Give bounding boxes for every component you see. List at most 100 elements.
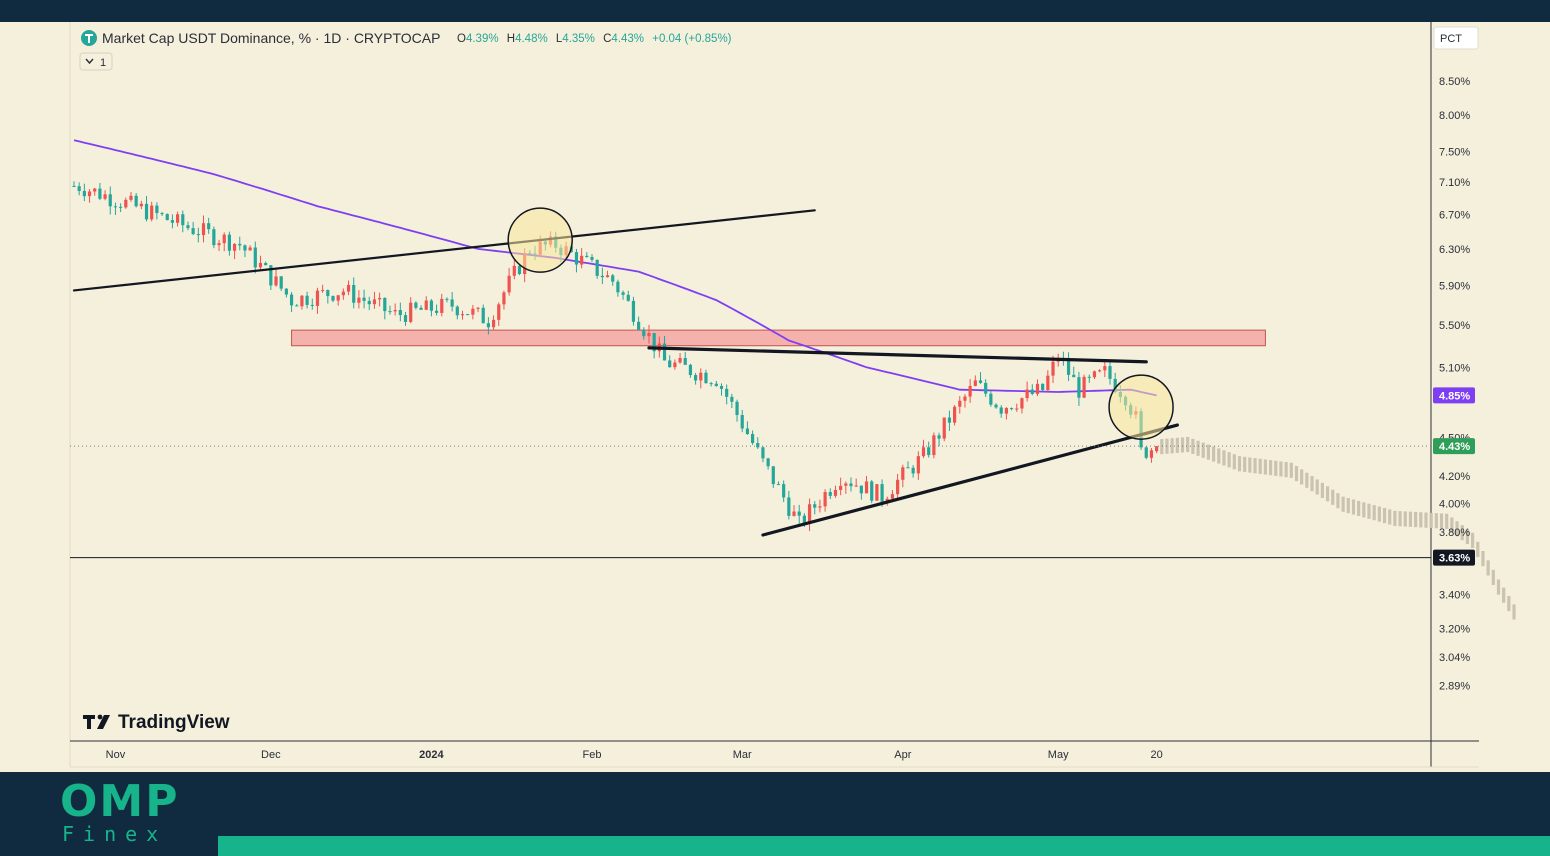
candle-body — [429, 300, 434, 311]
projection-bar — [1429, 512, 1433, 528]
candle-body — [927, 447, 931, 456]
y-tick-label: 3.04% — [1439, 652, 1470, 664]
projection-bar — [1512, 604, 1516, 620]
candle-body — [445, 298, 449, 300]
highlight-circles-layer — [507, 207, 1174, 440]
projection-bar — [1180, 437, 1185, 453]
projection-bar — [1217, 448, 1221, 464]
projection-bar — [1393, 510, 1397, 526]
projection-bar — [1357, 500, 1361, 517]
projection-bar — [1403, 511, 1407, 527]
brand-footer: OMP Finex — [0, 772, 1550, 856]
collapse-indicators-button[interactable]: 1 — [79, 52, 113, 71]
candle-body — [854, 485, 858, 487]
candle-body — [378, 297, 382, 300]
candle-body — [797, 511, 801, 516]
price-axis[interactable]: 8.50% 8.00% 7.50% 7.10% 6.70% 6.30% 5.90% 5.50%… — [1439, 76, 1470, 692]
candle-body — [978, 380, 983, 383]
projection-bar — [1206, 444, 1211, 460]
candle-body — [973, 380, 977, 386]
candle-body — [730, 396, 734, 402]
candle-body — [274, 276, 278, 286]
candle-body — [440, 298, 444, 313]
candle-body — [1020, 398, 1024, 409]
candle-body — [880, 484, 884, 502]
candle-body — [383, 297, 387, 312]
candle-body — [481, 307, 485, 324]
candle-body — [704, 372, 708, 384]
y-tick-label: 8.50% — [1439, 76, 1470, 88]
candle-body — [901, 467, 905, 480]
projection-bar — [1237, 456, 1242, 472]
projection-bar — [1408, 511, 1413, 527]
projection-bar — [1289, 462, 1293, 478]
y-tick-label: 2.89% — [1439, 680, 1470, 692]
symbol-title[interactable]: Market Cap USDT Dominance, % · 1D · CRYP… — [102, 30, 440, 46]
candle-body — [113, 206, 118, 208]
candle-body — [170, 220, 175, 223]
candle-body — [129, 195, 133, 200]
candle-body — [932, 435, 936, 456]
candle-body — [108, 194, 112, 207]
drawings-layer — [70, 209, 1431, 559]
y-tick-label: 4.20% — [1439, 471, 1470, 483]
candle-body — [155, 205, 159, 214]
candle-body — [828, 492, 832, 496]
ohlc-low-label: L — [556, 33, 563, 45]
candle-body — [435, 310, 439, 313]
scale-mode-frame — [1433, 26, 1479, 50]
candle-body — [357, 297, 361, 303]
projection-bar — [1243, 456, 1247, 472]
projection-bar — [1372, 505, 1376, 521]
candle-body — [227, 234, 231, 251]
candle-body — [507, 275, 511, 293]
scale-mode-button[interactable]: PCT — [1433, 26, 1479, 50]
candle-body — [647, 332, 651, 337]
projection-bar — [1331, 489, 1335, 505]
ohlc-open-value: 4.39% — [466, 33, 499, 45]
tradingview-watermark[interactable]: TradingView — [83, 712, 230, 733]
moving-average-layer — [73, 139, 1157, 397]
candle-body — [999, 407, 1003, 414]
projection-bar — [1253, 458, 1257, 474]
candle-body — [818, 506, 822, 508]
x-tick-label: May — [1048, 749, 1069, 761]
candle-body — [823, 492, 827, 507]
candle-body — [683, 358, 687, 365]
candle-body — [813, 504, 817, 508]
projection-bar — [1450, 517, 1454, 533]
candle-body — [870, 481, 874, 501]
candle-body — [191, 228, 195, 235]
projection-bar — [1471, 532, 1475, 548]
candle-body — [497, 304, 501, 320]
y-tick-label: 7.10% — [1439, 177, 1470, 189]
chevron-down-icon — [85, 58, 94, 65]
resistance-zone — [291, 329, 1266, 347]
projection-bar — [1160, 439, 1164, 455]
chart-canvas[interactable]: 8.50% 8.00% 7.50% 7.10% 6.70% 6.30% 5.90% 5.50%… — [0, 22, 1550, 772]
candle-body — [305, 295, 309, 305]
candle-body — [243, 245, 247, 251]
projection-bar — [1419, 512, 1423, 528]
time-axis[interactable]: Nov Dec 2024 Feb Mar Apr May 20 — [106, 749, 1163, 761]
candle-body — [321, 290, 325, 292]
candle-body — [595, 259, 599, 276]
candle-body — [352, 284, 356, 303]
symbol-legend[interactable]: Market Cap USDT Dominance, % · 1D · CRYP… — [81, 30, 732, 46]
candle-body — [994, 404, 998, 408]
candle-body — [1082, 376, 1086, 398]
candle-body — [103, 194, 107, 199]
chart-panel[interactable]: 8.50% 8.00% 7.50% 7.10% 6.70% 6.30% 5.90% 5.50%… — [0, 22, 1550, 772]
candle-body — [491, 319, 496, 328]
projection-bar — [1491, 569, 1495, 585]
candle-body — [637, 321, 641, 330]
price-label-box — [1433, 438, 1475, 455]
candle-body — [585, 255, 589, 258]
candle-body — [694, 375, 698, 381]
candle-body — [341, 291, 345, 296]
candle-body — [906, 467, 910, 469]
projection-bar — [1481, 551, 1485, 567]
candle-body — [450, 299, 454, 307]
x-tick-label: Mar — [733, 749, 752, 761]
candle-body — [217, 243, 221, 246]
